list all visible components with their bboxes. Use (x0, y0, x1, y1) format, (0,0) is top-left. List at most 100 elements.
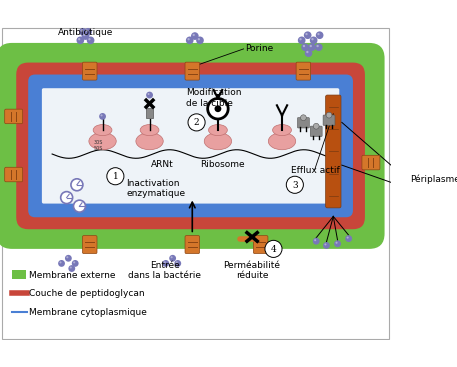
Circle shape (186, 36, 194, 44)
Circle shape (65, 255, 72, 262)
Circle shape (214, 105, 221, 112)
Circle shape (174, 260, 181, 267)
Circle shape (407, 142, 414, 149)
Circle shape (315, 43, 323, 51)
Text: 1: 1 (112, 172, 118, 181)
Text: Perméabilité
réduite: Perméabilité réduite (223, 261, 281, 280)
Ellipse shape (140, 124, 159, 136)
Circle shape (304, 32, 312, 39)
Circle shape (86, 29, 88, 32)
Circle shape (401, 138, 404, 140)
Circle shape (73, 261, 75, 264)
Circle shape (58, 260, 65, 267)
Circle shape (310, 45, 312, 47)
Circle shape (303, 45, 305, 47)
Circle shape (188, 114, 205, 131)
Circle shape (400, 147, 407, 154)
Circle shape (393, 142, 400, 149)
Circle shape (69, 265, 75, 272)
Bar (12, 270, 26, 279)
Circle shape (191, 32, 199, 40)
FancyBboxPatch shape (28, 75, 353, 217)
Circle shape (169, 255, 176, 262)
Text: 30S: 30S (94, 141, 103, 145)
FancyBboxPatch shape (0, 43, 385, 249)
Circle shape (394, 143, 397, 145)
Circle shape (265, 240, 282, 257)
Circle shape (323, 242, 330, 249)
FancyBboxPatch shape (5, 167, 23, 182)
Circle shape (305, 33, 308, 35)
Circle shape (70, 266, 72, 269)
Circle shape (101, 115, 102, 116)
Text: 2: 2 (194, 118, 199, 127)
FancyBboxPatch shape (185, 62, 200, 80)
Circle shape (311, 38, 314, 40)
Circle shape (317, 33, 319, 35)
Text: Entrée
dans la bactérie: Entrée dans la bactérie (128, 261, 202, 280)
Ellipse shape (204, 132, 232, 150)
FancyBboxPatch shape (82, 236, 97, 254)
Circle shape (301, 43, 309, 51)
Circle shape (170, 256, 173, 258)
Circle shape (316, 32, 324, 39)
Circle shape (74, 200, 85, 212)
Circle shape (71, 179, 83, 191)
Circle shape (345, 235, 352, 242)
Ellipse shape (136, 132, 163, 150)
Circle shape (162, 260, 169, 267)
FancyBboxPatch shape (296, 62, 311, 80)
FancyBboxPatch shape (5, 109, 23, 124)
Circle shape (72, 260, 79, 267)
Text: Inactivation
enzymatique: Inactivation enzymatique (127, 179, 186, 198)
Circle shape (314, 239, 316, 241)
Circle shape (314, 123, 319, 129)
Circle shape (82, 32, 89, 40)
FancyBboxPatch shape (310, 126, 322, 137)
Circle shape (313, 238, 319, 244)
Circle shape (76, 36, 84, 44)
Text: Périplasme: Périplasme (410, 175, 457, 184)
Circle shape (79, 28, 87, 36)
Circle shape (148, 93, 149, 95)
FancyBboxPatch shape (323, 115, 335, 126)
FancyBboxPatch shape (146, 108, 154, 118)
Circle shape (298, 36, 306, 44)
Circle shape (301, 115, 306, 121)
FancyBboxPatch shape (2, 28, 389, 339)
Circle shape (99, 113, 106, 120)
Circle shape (326, 112, 332, 118)
Circle shape (305, 49, 313, 57)
Text: 50S: 50S (94, 146, 103, 152)
FancyBboxPatch shape (82, 62, 97, 80)
Circle shape (316, 45, 319, 47)
FancyBboxPatch shape (42, 88, 339, 204)
Circle shape (308, 43, 316, 51)
Circle shape (83, 34, 85, 36)
Circle shape (107, 168, 124, 185)
Circle shape (87, 36, 95, 44)
FancyBboxPatch shape (298, 117, 309, 128)
Circle shape (59, 261, 62, 264)
FancyBboxPatch shape (253, 236, 268, 254)
Circle shape (207, 98, 228, 119)
Text: Membrane cytoplasmique: Membrane cytoplasmique (29, 308, 147, 317)
Circle shape (401, 149, 404, 150)
Text: Efflux actif: Efflux actif (291, 166, 339, 175)
Circle shape (78, 38, 80, 40)
Text: Porine: Porine (245, 44, 274, 54)
Text: Membrane externe: Membrane externe (29, 271, 116, 280)
Circle shape (84, 28, 92, 36)
FancyBboxPatch shape (362, 155, 380, 170)
Ellipse shape (273, 124, 292, 136)
FancyBboxPatch shape (325, 95, 341, 208)
Circle shape (310, 36, 318, 44)
Ellipse shape (89, 132, 116, 150)
Ellipse shape (268, 132, 296, 150)
Circle shape (61, 192, 73, 204)
Text: Couche de peptidoglycan: Couche de peptidoglycan (29, 289, 145, 298)
Circle shape (324, 243, 326, 246)
Circle shape (66, 256, 69, 258)
Circle shape (175, 261, 178, 264)
FancyBboxPatch shape (16, 62, 365, 229)
